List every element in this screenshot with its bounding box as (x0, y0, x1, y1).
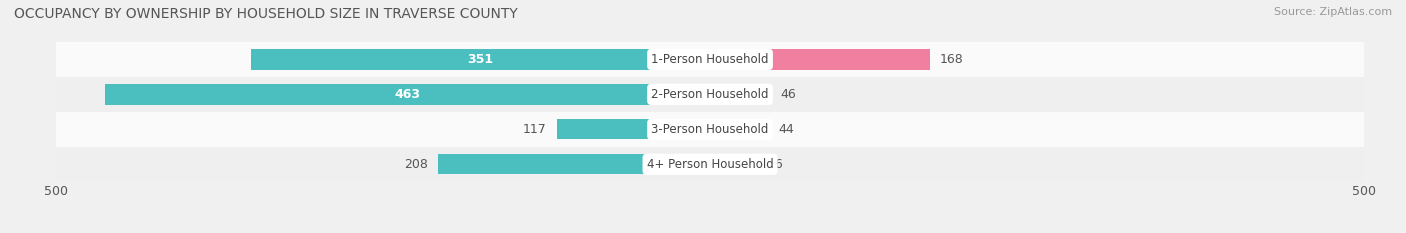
Text: 463: 463 (394, 88, 420, 101)
Bar (439, 154, 710, 174)
Text: 168: 168 (941, 53, 965, 66)
Bar (710, 119, 768, 139)
Text: 208: 208 (404, 158, 427, 171)
Text: 44: 44 (778, 123, 794, 136)
Text: 2-Person Household: 2-Person Household (651, 88, 769, 101)
Text: 36: 36 (768, 158, 783, 171)
Bar (56, 147, 1364, 182)
Bar (56, 42, 1364, 77)
Text: OCCUPANCY BY OWNERSHIP BY HOUSEHOLD SIZE IN TRAVERSE COUNTY: OCCUPANCY BY OWNERSHIP BY HOUSEHOLD SIZE… (14, 7, 517, 21)
Bar (252, 49, 710, 69)
Text: 4+ Person Household: 4+ Person Household (647, 158, 773, 171)
Bar (104, 84, 710, 105)
Bar (710, 49, 929, 69)
Text: 3-Person Household: 3-Person Household (651, 123, 769, 136)
Bar (56, 77, 1364, 112)
Text: 46: 46 (780, 88, 796, 101)
Bar (710, 154, 756, 174)
Text: 117: 117 (523, 123, 547, 136)
Text: 1-Person Household: 1-Person Household (651, 53, 769, 66)
Text: 351: 351 (467, 53, 494, 66)
Bar (710, 84, 770, 105)
Text: Source: ZipAtlas.com: Source: ZipAtlas.com (1274, 7, 1392, 17)
Bar (557, 119, 710, 139)
Bar (56, 112, 1364, 147)
